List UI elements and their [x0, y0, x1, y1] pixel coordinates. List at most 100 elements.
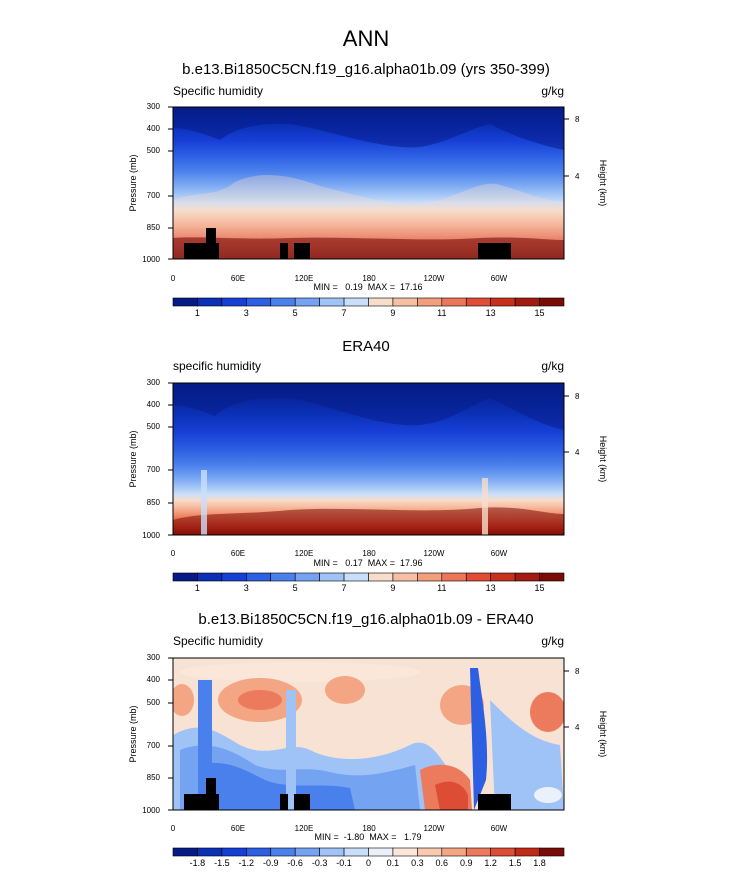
plot-frame [172, 382, 565, 536]
colorbar-label: 7 [342, 308, 347, 318]
colorbar-swatch [392, 847, 418, 857]
colorbar-swatch [270, 847, 296, 857]
y-tick: 700 [147, 741, 161, 750]
y-axis-label: Pressure (mb) [128, 430, 138, 487]
colorbar-swatch [368, 847, 394, 857]
y2-tick: 4 [575, 448, 580, 457]
colorbar-label: 3 [244, 583, 249, 593]
y2-tick: 8 [575, 115, 580, 124]
y-ticks: 300 400 500 700 850 1000 [142, 378, 160, 540]
contour-field [173, 107, 564, 259]
colorbar-label: -0.3 [312, 858, 328, 868]
colorbar-label: 13 [486, 308, 496, 318]
colorbar-label: -1.8 [190, 858, 206, 868]
y2-ticks: 8 4 [575, 667, 580, 732]
colorbar-label: -0.9 [263, 858, 279, 868]
colorbar-swatch [246, 847, 272, 857]
x-tick: 60E [231, 824, 245, 833]
colorbar-swatch [465, 847, 491, 857]
colorbar-label: 1.8 [533, 858, 546, 868]
y2-ticks: 8 4 [575, 115, 580, 181]
y-tick: 850 [147, 773, 161, 782]
colorbar-swatch [319, 847, 345, 857]
colorbar-swatch [197, 847, 223, 857]
colorbar-swatch [172, 847, 198, 857]
y-tick: 500 [147, 146, 161, 155]
variable-label: Specific humidity [173, 84, 263, 98]
colorbar-label: 7 [342, 583, 347, 593]
colorbar-swatch [392, 297, 418, 307]
panel-model: b.e13.Bi1850C5CN.f19_g16.alpha01b.09 (yr… [128, 61, 608, 318]
colorbar: -1.8 -1.5 -1.2 -0.9 -0.6 -0.3 -0.1 0 0.1 0.3 0.6 0.… [172, 847, 565, 868]
plot-frame [172, 657, 565, 811]
units-label: g/kg [541, 634, 564, 648]
colorbar-label: 11 [437, 583, 446, 593]
colorbar-label: 15 [535, 583, 545, 593]
min-max-label: MIN = 0.17 MAX = 17.96 [313, 558, 422, 568]
contour-field [173, 383, 564, 535]
colorbar-label: 3 [244, 308, 249, 318]
y-tick: 1000 [142, 531, 160, 540]
colorbar-label: 0.3 [411, 858, 424, 868]
variable-label: specific humidity [173, 359, 261, 373]
colorbar-swatch [514, 847, 540, 857]
colorbar-swatch [221, 297, 247, 307]
colorbar-swatch [417, 847, 443, 857]
colorbar-label: 0.6 [436, 858, 449, 868]
y-tick: 400 [147, 400, 161, 409]
colorbar-label: 1 [195, 308, 200, 318]
colorbar-swatch [343, 847, 369, 857]
units-label: g/kg [541, 84, 564, 98]
units-label: g/kg [541, 359, 564, 373]
x-tick: 180 [362, 824, 376, 833]
colorbar-swatch [172, 572, 198, 582]
y2-tick: 8 [575, 392, 580, 401]
colorbar-swatch [221, 847, 247, 857]
min-max-label: MIN = 0.19 MAX = 17.16 [313, 282, 422, 292]
x-ticks: 0 60E 120E 180 120W 60W [171, 549, 508, 558]
colorbar-swatch [417, 297, 443, 307]
figure-title: ANN [343, 26, 389, 51]
y2-tick: 8 [575, 667, 580, 676]
colorbar-label: 9 [390, 308, 395, 318]
colorbar-label: -1.5 [214, 858, 230, 868]
colorbar-swatch [343, 572, 369, 582]
x-tick: 120E [295, 274, 314, 283]
colorbar-swatch [441, 847, 467, 857]
x-tick: 120W [424, 549, 445, 558]
colorbar-label: 1.5 [509, 858, 522, 868]
colorbar-swatch [270, 572, 296, 582]
colorbar: 1 3 5 7 9 11 13 15 [172, 297, 565, 318]
colorbar-swatch [490, 297, 516, 307]
x-tick: 120E [295, 824, 314, 833]
x-tick: 60W [491, 549, 508, 558]
x-tick: 120E [295, 549, 314, 558]
panel-difference: b.e13.Bi1850C5CN.f19_g16.alpha01b.09 - E… [128, 611, 608, 868]
colorbar-label: 15 [535, 308, 545, 318]
colorbar-swatch [514, 572, 540, 582]
colorbar-swatch [197, 572, 223, 582]
x-tick: 120W [424, 274, 445, 283]
colorbar-label: 1.2 [484, 858, 497, 868]
y2-tick: 4 [575, 723, 580, 732]
y-tick: 500 [147, 422, 161, 431]
x-tick: 180 [362, 549, 376, 558]
colorbar-swatch [539, 297, 565, 307]
y-tick: 400 [147, 124, 161, 133]
colorbar-label: 9 [390, 583, 395, 593]
colorbar-label: 5 [293, 308, 298, 318]
panel-era40: ERA40 specific humidity g/kg Pressure (m… [128, 338, 608, 593]
colorbar-swatch [465, 572, 491, 582]
colorbar-swatch [294, 847, 320, 857]
y-tick: 400 [147, 675, 161, 684]
colorbar-swatch [294, 572, 320, 582]
colorbar-swatch [490, 847, 516, 857]
y-tick: 300 [147, 378, 161, 387]
y2-axis-label: Height (km) [598, 160, 608, 207]
variable-label: Specific humidity [173, 634, 263, 648]
colorbar-swatch [221, 572, 247, 582]
colorbar-swatch [539, 572, 565, 582]
y2-axis-label: Height (km) [598, 711, 608, 758]
x-tick: 0 [171, 549, 176, 558]
